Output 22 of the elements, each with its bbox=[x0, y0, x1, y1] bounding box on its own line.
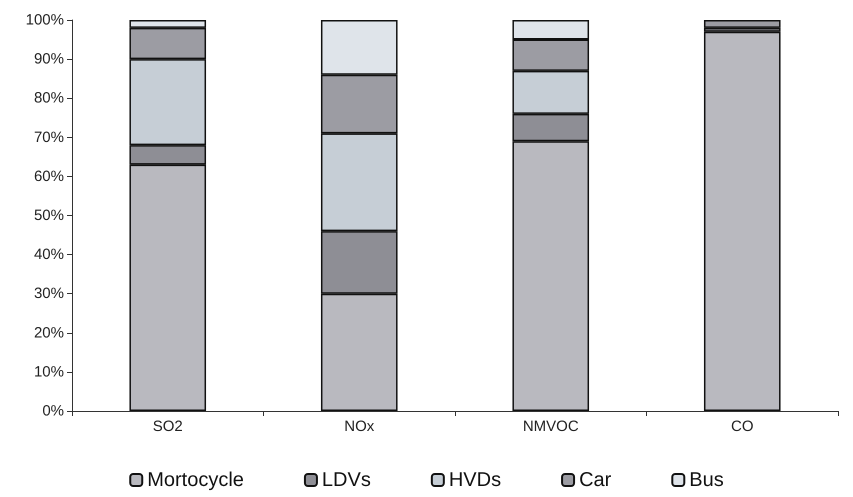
legend-label: Bus bbox=[689, 469, 724, 491]
y-tick-label: 70% bbox=[34, 128, 64, 146]
bar bbox=[704, 20, 781, 28]
y-tick-label: 30% bbox=[34, 285, 64, 302]
bar bbox=[704, 32, 781, 411]
y-tick-label: 80% bbox=[34, 90, 64, 107]
x-tick-label: NOx bbox=[344, 418, 375, 435]
y-tick-label: 100% bbox=[26, 12, 64, 28]
y-tick-label: 20% bbox=[34, 324, 64, 342]
x-tick-label: CO bbox=[731, 418, 754, 435]
x-tick-label: NMVOC bbox=[522, 418, 579, 435]
y-tick-label: 40% bbox=[34, 246, 64, 264]
x-tick-label: SO2 bbox=[152, 418, 183, 435]
legend-label: Mortocycle bbox=[147, 469, 244, 491]
y-tick-label: 90% bbox=[34, 50, 64, 68]
y-tick-label: 60% bbox=[34, 168, 64, 185]
legend-label: Car bbox=[579, 469, 612, 491]
y-tick-label: 10% bbox=[34, 363, 64, 380]
y-tick-label: 0% bbox=[42, 402, 64, 420]
y-tick-label: 50% bbox=[34, 207, 64, 224]
legend-label: LDVs bbox=[322, 469, 371, 491]
legend-label: HVDs bbox=[448, 469, 502, 491]
